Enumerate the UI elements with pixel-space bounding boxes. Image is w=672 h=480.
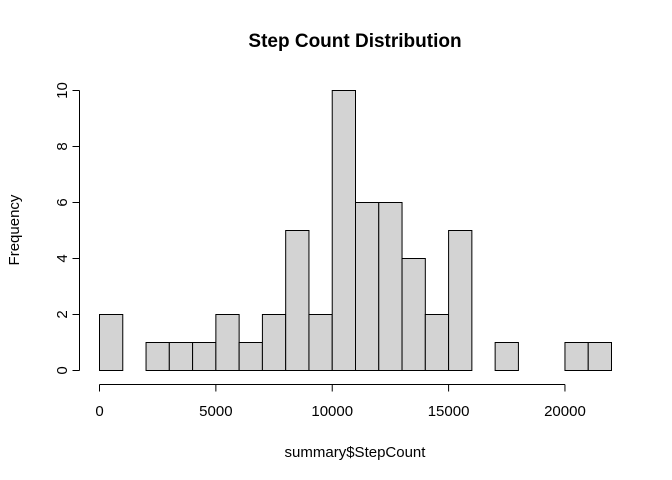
histogram-bar [331,90,356,371]
bars-group [99,90,613,371]
y-axis-label: Frequency [6,194,23,265]
histogram-bar [215,314,240,371]
histogram-bar [168,342,194,371]
chart-title: Step Count Distribution [248,31,461,52]
y-axis: 0 2 4 6 8 10 [54,82,80,375]
x-tick-label: 10000 [311,403,353,420]
y-tick-label: 10 [54,82,71,99]
x-axis: 0 5000 10000 15000 20000 [95,384,586,420]
histogram-bar [355,202,380,371]
histogram-bar [494,342,519,371]
x-tick-label: 15000 [428,403,470,420]
histogram-bar [145,342,170,371]
histogram-bar [238,342,263,371]
histogram-bar [587,342,613,371]
histogram-bar [308,314,333,371]
histogram-bar [99,314,124,371]
x-tick-label: 0 [95,403,103,420]
histogram-bar [261,314,287,371]
y-tick-label: 2 [54,310,71,318]
histogram-bar [564,342,589,371]
x-tick-label: 5000 [199,403,232,420]
y-tick-label: 6 [54,198,71,206]
histogram-bar [378,202,403,371]
x-tick-label: 20000 [544,403,586,420]
histogram-bar [401,258,426,371]
histogram-bar [448,230,473,371]
histogram-bar [424,314,450,371]
histogram-bar [192,342,217,371]
y-tick-label: 4 [54,254,71,262]
y-tick-label: 8 [54,142,71,150]
histogram-bar [285,230,310,371]
y-tick-label: 0 [54,366,71,374]
x-axis-label: summary$StepCount [285,444,427,461]
